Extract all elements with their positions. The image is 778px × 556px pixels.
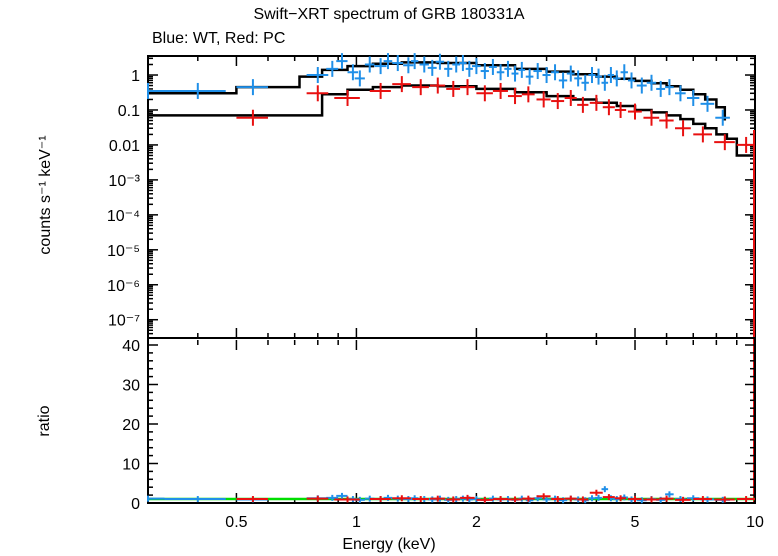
y-tick-label: 10⁻⁷	[108, 313, 140, 330]
y-tick-label: 10⁻⁵	[107, 243, 140, 260]
y-tick-label: 10⁻³	[108, 173, 140, 190]
y-tick-label: 10⁻⁶	[107, 278, 140, 295]
ratio-frame	[147, 337, 756, 504]
x-tick-label: 10	[746, 514, 764, 531]
y-tick-label: 30	[122, 378, 140, 395]
chart-subtitle: Blue: WT, Red: PC	[152, 30, 286, 47]
x-tick-label: 0.5	[225, 514, 247, 531]
chart-title: Swift−XRT spectrum of GRB 180331A	[253, 6, 525, 23]
y-tick-label: 0	[131, 496, 140, 513]
y-tick-label: 0.1	[118, 103, 140, 120]
x-axis-label: Energy (keV)	[342, 536, 436, 553]
spectrum-frame	[147, 55, 756, 339]
y-tick-label: 40	[122, 338, 140, 355]
y-tick-label: 1	[131, 68, 140, 85]
x-tick-label: 5	[631, 514, 640, 531]
y-tick-label: 10	[122, 457, 140, 474]
x-tick-label: 2	[472, 514, 481, 531]
x-tick-label: 1	[352, 514, 361, 531]
spectrum-panel: 1 0.1 0.01 10⁻³ 10⁻⁴ 10⁻⁵ 10⁻⁶ 10⁻⁷	[107, 53, 756, 503]
y-tick-label: 20	[122, 417, 140, 434]
y-tick-label: 0.01	[109, 138, 140, 155]
wt-model-line	[148, 61, 727, 121]
ratio-panel: 0.5 1 2 5 10 0 10 20 30 40	[122, 337, 764, 531]
y-tick-label: 10⁻⁴	[107, 208, 140, 225]
